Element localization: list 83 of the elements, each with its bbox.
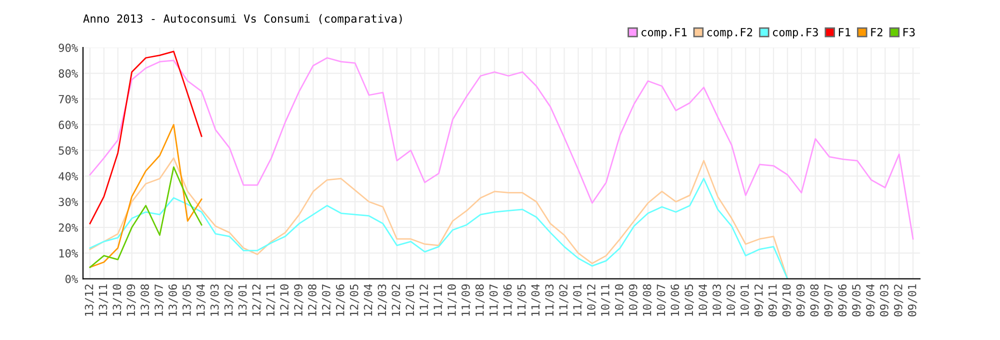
x-tick-label: 12/05 — [350, 284, 360, 316]
y-tick-label: 70% — [58, 94, 78, 104]
y-tick-label: 30% — [58, 198, 78, 206]
x-tick-label: 11/06 — [503, 284, 513, 316]
x-tick-label: 11/03 — [545, 284, 554, 316]
y-tick-label: 0% — [65, 274, 78, 284]
x-tick-label: 13/12 — [84, 284, 94, 316]
x-tick-label: 10/07 — [656, 284, 666, 316]
x-tick-label: 09/06 — [838, 284, 848, 316]
x-tick-label: 10/12 — [587, 284, 596, 316]
x-tick-label: 11/09 — [461, 284, 471, 316]
x-tick-label: 12/09 — [294, 284, 304, 316]
x-tick-label: 10/05 — [684, 284, 694, 316]
x-tick-label: 12/02 — [392, 284, 401, 316]
x-tick-label: 11/12 — [420, 284, 429, 316]
x-tick-label: 10/10 — [614, 284, 624, 316]
x-tick-label: 11/04 — [531, 284, 540, 316]
x-tick-label: 13/01 — [238, 284, 248, 316]
y-tick-label: 40% — [58, 172, 78, 180]
x-tick-label: 09/08 — [810, 284, 820, 316]
x-tick-label: 09/07 — [824, 284, 834, 316]
x-tick-label: 13/10 — [112, 284, 122, 316]
y-tick-label: 90% — [58, 44, 78, 52]
x-tick-label: 11/07 — [489, 284, 499, 316]
y-tick-label: 80% — [58, 69, 78, 78]
x-tick-label: 13/06 — [168, 284, 178, 316]
legend-label: F1 — [838, 28, 850, 36]
y-tick-label: 10% — [59, 249, 78, 258]
legend-label: F2 — [871, 28, 882, 36]
x-tick-label: 10/01 — [740, 284, 750, 316]
x-tick-label: 09/10 — [782, 284, 792, 316]
x-tick-label: 13/04 — [196, 284, 206, 316]
chart-title: Anno 2013 - Autoconsumi Vs Consumi (comparativa) — [83, 14, 402, 25]
x-tick-label: 09/12 — [754, 284, 764, 316]
legend-label: F3 — [903, 28, 915, 36]
line-series — [89, 166, 202, 268]
x-tick-label: 09/05 — [852, 284, 862, 316]
legend-label: comp.F2 — [707, 28, 752, 39]
x-tick-label: 10/08 — [642, 284, 652, 316]
x-tick-label: 12/11 — [266, 284, 276, 316]
x-tick-label: 12/04 — [364, 284, 374, 316]
x-tick-label: 10/04 — [698, 284, 708, 316]
y-tick-label: 50% — [58, 146, 78, 155]
x-tick-label: 13/09 — [126, 284, 136, 316]
x-tick-label: 12/06 — [336, 284, 346, 316]
x-tick-label: 13/11 — [98, 284, 108, 316]
y-tick-label: 60% — [58, 120, 78, 130]
x-tick-label: 10/06 — [670, 284, 680, 316]
x-tick-label: 11/05 — [517, 284, 527, 316]
legend-label: comp.F3 — [772, 28, 818, 39]
x-tick-label: 10/03 — [712, 284, 722, 316]
line-series — [89, 57, 914, 240]
x-tick-label: 13/08 — [140, 284, 150, 316]
x-tick-label: 10/09 — [628, 284, 638, 316]
x-tick-label: 10/02 — [726, 284, 736, 316]
x-tick-label: 09/03 — [880, 284, 890, 316]
x-tick-label: 09/09 — [796, 284, 806, 316]
x-tick-label: 13/03 — [210, 284, 220, 316]
x-tick-label: 12/10 — [280, 284, 290, 316]
x-tick-label: 12/03 — [378, 284, 388, 316]
x-tick-label: 11/10 — [448, 284, 457, 316]
line-series — [89, 178, 788, 279]
x-tick-label: 12/01 — [406, 284, 415, 316]
x-tick-label: 12/12 — [252, 284, 262, 316]
x-tick-label: 13/07 — [154, 284, 164, 316]
x-tick-label: 09/01 — [908, 284, 918, 316]
x-tick-label: 09/11 — [768, 284, 778, 316]
x-tick-label: 13/05 — [182, 284, 192, 316]
legend-label: comp.F1 — [642, 28, 687, 39]
x-tick-label: 11/02 — [559, 284, 568, 316]
x-tick-label: 11/08 — [475, 284, 485, 316]
x-tick-label: 11/01 — [573, 284, 582, 316]
x-tick-label: 09/02 — [894, 284, 904, 316]
x-tick-label: 12/07 — [322, 284, 332, 316]
x-tick-label: 10/11 — [600, 284, 610, 316]
x-tick-label: 11/11 — [434, 284, 443, 316]
line-series — [89, 124, 202, 268]
y-tick-label: 20% — [58, 223, 78, 232]
x-tick-label: 12/08 — [308, 284, 318, 316]
line-series — [89, 157, 788, 279]
x-tick-label: 09/04 — [866, 284, 876, 316]
line-series — [89, 50, 202, 224]
x-tick-label: 13/02 — [224, 284, 234, 316]
